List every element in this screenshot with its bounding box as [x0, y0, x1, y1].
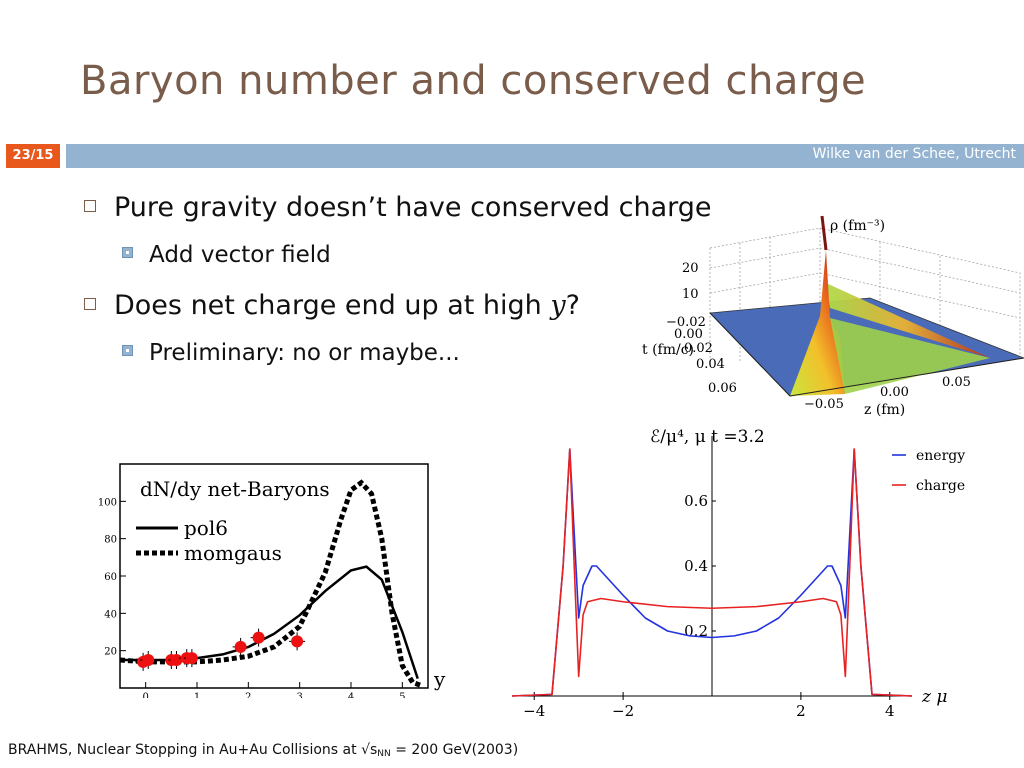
- sub-bullet-1-text: Add vector field: [149, 242, 331, 268]
- y-tick-label: 20: [104, 647, 117, 658]
- x-tick-label: 2: [245, 692, 251, 698]
- x-axis-label: z μ: [921, 687, 947, 707]
- data-point: [142, 654, 155, 666]
- footer-citation: BRAHMS, Nuclear Stopping in Au+Au Collis…: [8, 742, 518, 759]
- y-tick-label: 0.6: [684, 492, 708, 510]
- density-surface-figure: ρ (fm⁻³) 20 10 −0.02 0.00 0.02 0.04 0.06…: [642, 215, 1024, 418]
- data-point: [291, 635, 304, 648]
- surface-zaxis-tick: 0.05: [942, 375, 971, 390]
- surface-ztick: 10: [682, 287, 699, 302]
- brahms-chart: 20 40 60 80 100 0 1 2 3 4 5 y dN/dy net-Baryons pol6m…: [98, 463, 446, 698]
- bullet-1-text: Pure gravity doesn’t have conserved char…: [114, 192, 712, 223]
- legend-label: momgaus: [184, 541, 282, 565]
- surface-zaxis-tick: 0.00: [880, 385, 909, 400]
- sub-bullet-2-text: Preliminary: no or maybe...: [149, 340, 460, 366]
- bullet-2-text-after: ?: [565, 290, 580, 321]
- bullet-square-icon: [84, 297, 96, 310]
- sub-bullet-square-icon: [122, 345, 133, 356]
- x-axis-label: y: [433, 667, 446, 691]
- x-tick-label: 0: [142, 692, 148, 698]
- surface-ttick: 0.06: [708, 381, 737, 396]
- surface-zaxis-label: z (fm): [864, 402, 905, 418]
- bullet-2-variable: y: [550, 290, 566, 321]
- surface-ztick: 20: [682, 261, 699, 276]
- surface-ttick: 0.00: [674, 327, 703, 342]
- energy-charge-chart: −4 −2 2 40.20.40.6ℰ/μ⁴, μ t =3.2z μenergych…: [511, 427, 965, 720]
- footer-subscript: NN: [377, 749, 391, 759]
- x-tick-label: 5: [399, 692, 405, 698]
- surface-ridge-front: [790, 250, 845, 396]
- series-line-energy: [511, 448, 913, 697]
- surface-ttick: 0.02: [684, 341, 713, 356]
- data-point: [185, 652, 198, 665]
- legend-label: charge: [916, 478, 965, 494]
- footer-suffix: = 200 GeV(2003): [390, 742, 519, 758]
- y-tick-label: 40: [104, 609, 117, 620]
- sub-bullet-2: Preliminary: no or maybe...: [122, 340, 460, 366]
- chart-title: dN/dy net-Baryons: [140, 477, 330, 501]
- author-label: Wilke van der Schee, Utrecht: [812, 146, 1016, 162]
- footer-prefix: BRAHMS, Nuclear Stopping in Au+Au Collis…: [8, 742, 378, 758]
- series-line-charge: [511, 448, 913, 697]
- surface-ttick: 0.04: [696, 357, 725, 372]
- legend-label: energy: [916, 448, 965, 464]
- data-point: [234, 640, 247, 653]
- x-tick-label: 4: [885, 702, 895, 720]
- slide-number-badge: 23/15: [6, 144, 60, 168]
- x-tick-label: −2: [612, 702, 634, 720]
- data-point: [252, 631, 265, 644]
- bullet-square-icon: [84, 199, 96, 212]
- y-tick-label: 100: [98, 497, 117, 508]
- bullet-2: Does net charge end up at high y?: [84, 290, 580, 321]
- surface-ridge-side: [830, 318, 990, 394]
- series-line-momgaus: [119, 479, 424, 689]
- x-tick-label: 3: [296, 692, 302, 698]
- y-tick-label: 0.4: [684, 557, 708, 575]
- surface-zlabel: ρ (fm⁻³): [830, 218, 885, 234]
- y-tick-label: 80: [104, 535, 117, 546]
- surface-peak: [820, 215, 828, 251]
- surface-zaxis-tick: −0.05: [804, 397, 844, 412]
- data-point: [170, 654, 183, 666]
- x-tick-label: −4: [523, 702, 545, 720]
- slide-title: Baryon number and conserved charge: [80, 58, 867, 104]
- surface-tlabel: t (fm/c): [642, 342, 694, 358]
- y-tick-label: 60: [104, 572, 117, 583]
- sub-bullet-square-icon: [122, 247, 133, 258]
- chart-title: ℰ/μ⁴, μ t =3.2: [650, 427, 765, 447]
- x-tick-label: 1: [194, 692, 200, 698]
- bullet-1: Pure gravity doesn’t have conserved char…: [84, 192, 712, 223]
- bullet-2-text-before: Does net charge end up at high: [114, 290, 551, 321]
- sub-bullet-1: Add vector field: [122, 242, 331, 268]
- legend-label: pol6: [184, 516, 228, 540]
- surface-ridge-back: [820, 248, 990, 358]
- header-band: Wilke van der Schee, Utrecht: [66, 144, 1024, 168]
- surface-ttick: −0.02: [666, 315, 706, 330]
- x-tick-label: 2: [796, 702, 806, 720]
- x-tick-label: 4: [348, 692, 354, 698]
